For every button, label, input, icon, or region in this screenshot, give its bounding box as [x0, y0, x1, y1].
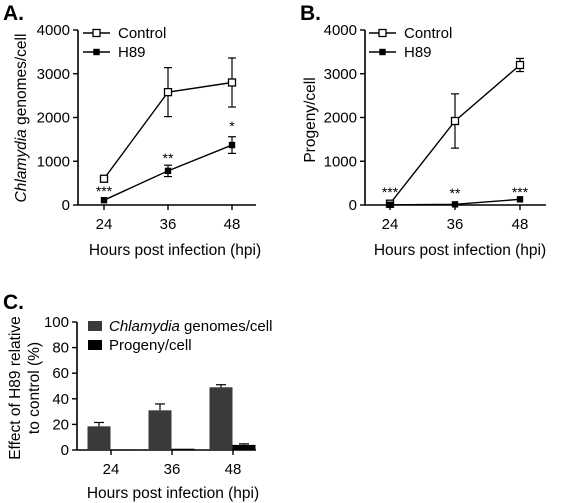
a-x-tick-label: 24	[96, 216, 113, 233]
c-y-tick-label: 80	[52, 340, 69, 357]
a-y-tick-label: 4000	[37, 22, 70, 39]
c-legend-swatch	[88, 340, 102, 350]
a-x-tick-label: 48	[224, 216, 241, 233]
panel-b-x-axis-title: Hours post infection (hpi)	[374, 242, 546, 259]
panel-c-y-tick-labels: 0 20 40 60 80 100	[44, 314, 69, 459]
panel-c-letter: C.	[3, 291, 24, 314]
c-bar-series-1	[232, 444, 256, 450]
b-x-tick-label: 24	[382, 216, 399, 233]
a-series-1-point	[228, 141, 236, 149]
panel-a-axes	[73, 29, 256, 210]
a-significance-marker: *	[229, 118, 235, 134]
b-legend-label: Control	[404, 25, 452, 42]
c-legend-label: Progeny/cell	[109, 337, 192, 354]
panel-a-x-axis-title: Hours post infection (hpi)	[89, 242, 261, 259]
panel-c-x-tick-labels: 24 36 48	[103, 461, 242, 478]
a-y-tick-label: 2000	[37, 110, 70, 127]
b-series-0-point	[515, 60, 525, 70]
b-y-tick-label: 3000	[324, 66, 357, 83]
c-legend-label-italic: Chlamydia	[109, 318, 180, 335]
c-y-tick-label: 0	[61, 442, 69, 459]
panel-b-legend: Control H89	[369, 25, 452, 61]
a-legend-label: H89	[118, 44, 146, 61]
panel-b: B. 0 1000 2000 3000 4000 24 36 48 Progeny/cell…	[300, 2, 546, 259]
b-legend-label: H89	[404, 44, 432, 61]
panel-c-bars	[87, 384, 256, 451]
a-legend-marker	[93, 48, 100, 56]
panel-b-x-tick-labels: 24 36 48	[382, 216, 529, 233]
b-significance-marker: ***	[382, 184, 399, 200]
a-series-0-point	[227, 78, 237, 87]
b-significance-marker: ***	[512, 184, 529, 200]
panel-a-y-axis-title: Chlamydia genomes/cell	[13, 34, 30, 203]
panel-c-legend: Chlamydia genomes/cell Progeny/cell	[88, 318, 272, 354]
c-legend-label-rest: genomes/cell	[180, 318, 273, 335]
b-series-1-point	[516, 196, 524, 203]
panel-a: A. 0 1000 2000 3000 4000 24 36 48 Chlamydia ge…	[3, 2, 261, 259]
c-x-tick-label: 48	[225, 461, 242, 478]
b-series-1-point	[451, 201, 459, 208]
panel-b-y-axis-title: Progeny/cell	[302, 77, 319, 162]
a-y-tick-label: 0	[62, 197, 70, 214]
panel-c-y-axis-title-line1: Effect of H89 relative	[7, 316, 24, 460]
panel-b-series	[385, 57, 525, 208]
c-bar-series-0	[209, 387, 233, 450]
panel-b-y-tick-labels: 0 1000 2000 3000 4000	[324, 22, 357, 214]
panel-a-legend: Control H89	[83, 25, 166, 61]
b-series-0-point	[450, 116, 460, 126]
panel-a-series	[99, 57, 237, 204]
panel-c: C. 0 20 40 60 80 100 24 36 48 Effect of H89 rel…	[3, 291, 272, 502]
c-bar-series-0	[148, 410, 172, 450]
b-x-tick-label: 36	[447, 216, 464, 233]
panel-c-x-axis-title: Hours post infection (hpi)	[87, 485, 259, 502]
b-x-tick-label: 48	[512, 216, 529, 233]
panel-a-ylabel-rest: genomes/cell	[13, 34, 30, 130]
panel-a-significance: ******	[96, 118, 235, 199]
c-bar-series-0	[87, 426, 111, 450]
a-y-tick-label: 1000	[37, 153, 70, 170]
a-y-tick-label: 3000	[37, 66, 70, 83]
panel-b-letter: B.	[300, 2, 321, 25]
b-y-tick-label: 0	[349, 197, 357, 214]
a-significance-marker: ***	[96, 183, 113, 199]
panel-a-x-tick-labels: 24 36 48	[96, 216, 241, 233]
a-series-0-point	[163, 87, 173, 97]
b-series-1-point	[386, 201, 394, 208]
a-legend-label: Control	[118, 25, 166, 42]
c-y-tick-label: 100	[44, 314, 69, 331]
b-y-tick-label: 4000	[324, 22, 357, 39]
panel-a-ylabel-italic: Chlamydia	[13, 129, 30, 203]
a-significance-marker: **	[163, 150, 174, 166]
b-y-tick-label: 2000	[324, 110, 357, 127]
c-y-tick-label: 40	[52, 391, 69, 408]
b-legend-marker	[378, 28, 387, 38]
a-series-1-point	[164, 167, 172, 175]
a-x-tick-label: 36	[160, 216, 177, 233]
c-legend-label: Chlamydia genomes/cell	[109, 318, 272, 335]
c-y-tick-label: 60	[52, 365, 69, 382]
c-x-tick-label: 24	[103, 461, 120, 478]
a-series-0-point	[99, 174, 109, 183]
c-x-tick-label: 36	[164, 461, 181, 478]
b-y-tick-label: 1000	[324, 153, 357, 170]
c-bar-series-1	[171, 448, 195, 450]
b-significance-marker: **	[450, 185, 461, 201]
panel-a-letter: A.	[3, 2, 24, 25]
b-legend-marker	[379, 48, 386, 56]
panel-c-y-axis-title-line2: to control (%)	[26, 342, 43, 434]
a-legend-marker	[92, 28, 101, 38]
panel-a-y-tick-labels: 0 1000 2000 3000 4000	[37, 22, 70, 214]
c-bar-series-1	[110, 449, 134, 451]
panel-b-significance: *** ** ***	[382, 184, 529, 201]
a-series-1-point	[100, 196, 108, 204]
c-y-tick-label: 20	[52, 416, 69, 433]
c-legend-swatch	[88, 321, 102, 331]
